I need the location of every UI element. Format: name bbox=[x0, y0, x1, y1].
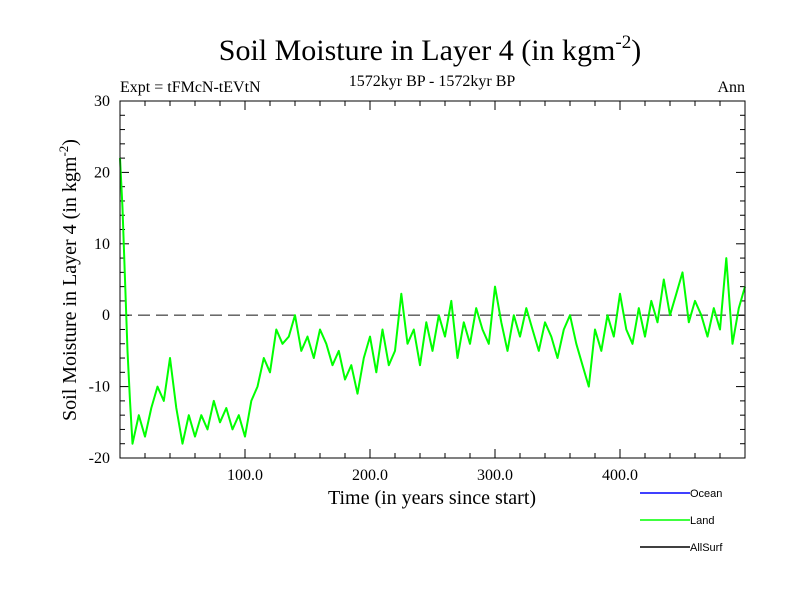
y-axis-label: Soil Moisture in Layer 4 (in kgm-2) bbox=[56, 139, 81, 421]
y-tick-label: 10 bbox=[94, 236, 110, 253]
legend: Ocean Land AllSurf bbox=[640, 488, 723, 554]
legend-label-land: Land bbox=[690, 515, 714, 527]
x-tick-label: 400.0 bbox=[602, 467, 638, 484]
y-tick-label: -20 bbox=[89, 450, 110, 467]
x-tick-label: 300.0 bbox=[477, 467, 513, 484]
x-tick-label: 100.0 bbox=[227, 467, 263, 484]
y-tick-label: 0 bbox=[102, 307, 110, 324]
x-tick-label: 200.0 bbox=[352, 467, 388, 484]
series-line-land bbox=[119, 158, 746, 445]
chart-title: Soil Moisture in Layer 4 (in kgm-2) bbox=[219, 32, 641, 67]
plot-frame bbox=[119, 100, 746, 459]
period-label: 1572kyr BP - 1572kyr BP bbox=[349, 73, 516, 90]
y-tick-label: -10 bbox=[89, 379, 110, 396]
y-tick-label: 30 bbox=[94, 93, 110, 110]
y-tick-label: 20 bbox=[94, 164, 110, 181]
season-label: Ann bbox=[717, 79, 745, 96]
experiment-label: Expt = tFMcN-tEVtN bbox=[120, 79, 261, 96]
legend-label-allsurf: AllSurf bbox=[690, 542, 723, 554]
axis-ticks bbox=[120, 100, 745, 459]
series-layer bbox=[119, 158, 746, 445]
legend-label-ocean: Ocean bbox=[690, 488, 722, 500]
x-axis-label: Time (in years since start) bbox=[328, 487, 536, 509]
tick-labels: -20 -10 0 10 20 30 100.0 200.0 300.0 400.0 bbox=[89, 93, 638, 484]
